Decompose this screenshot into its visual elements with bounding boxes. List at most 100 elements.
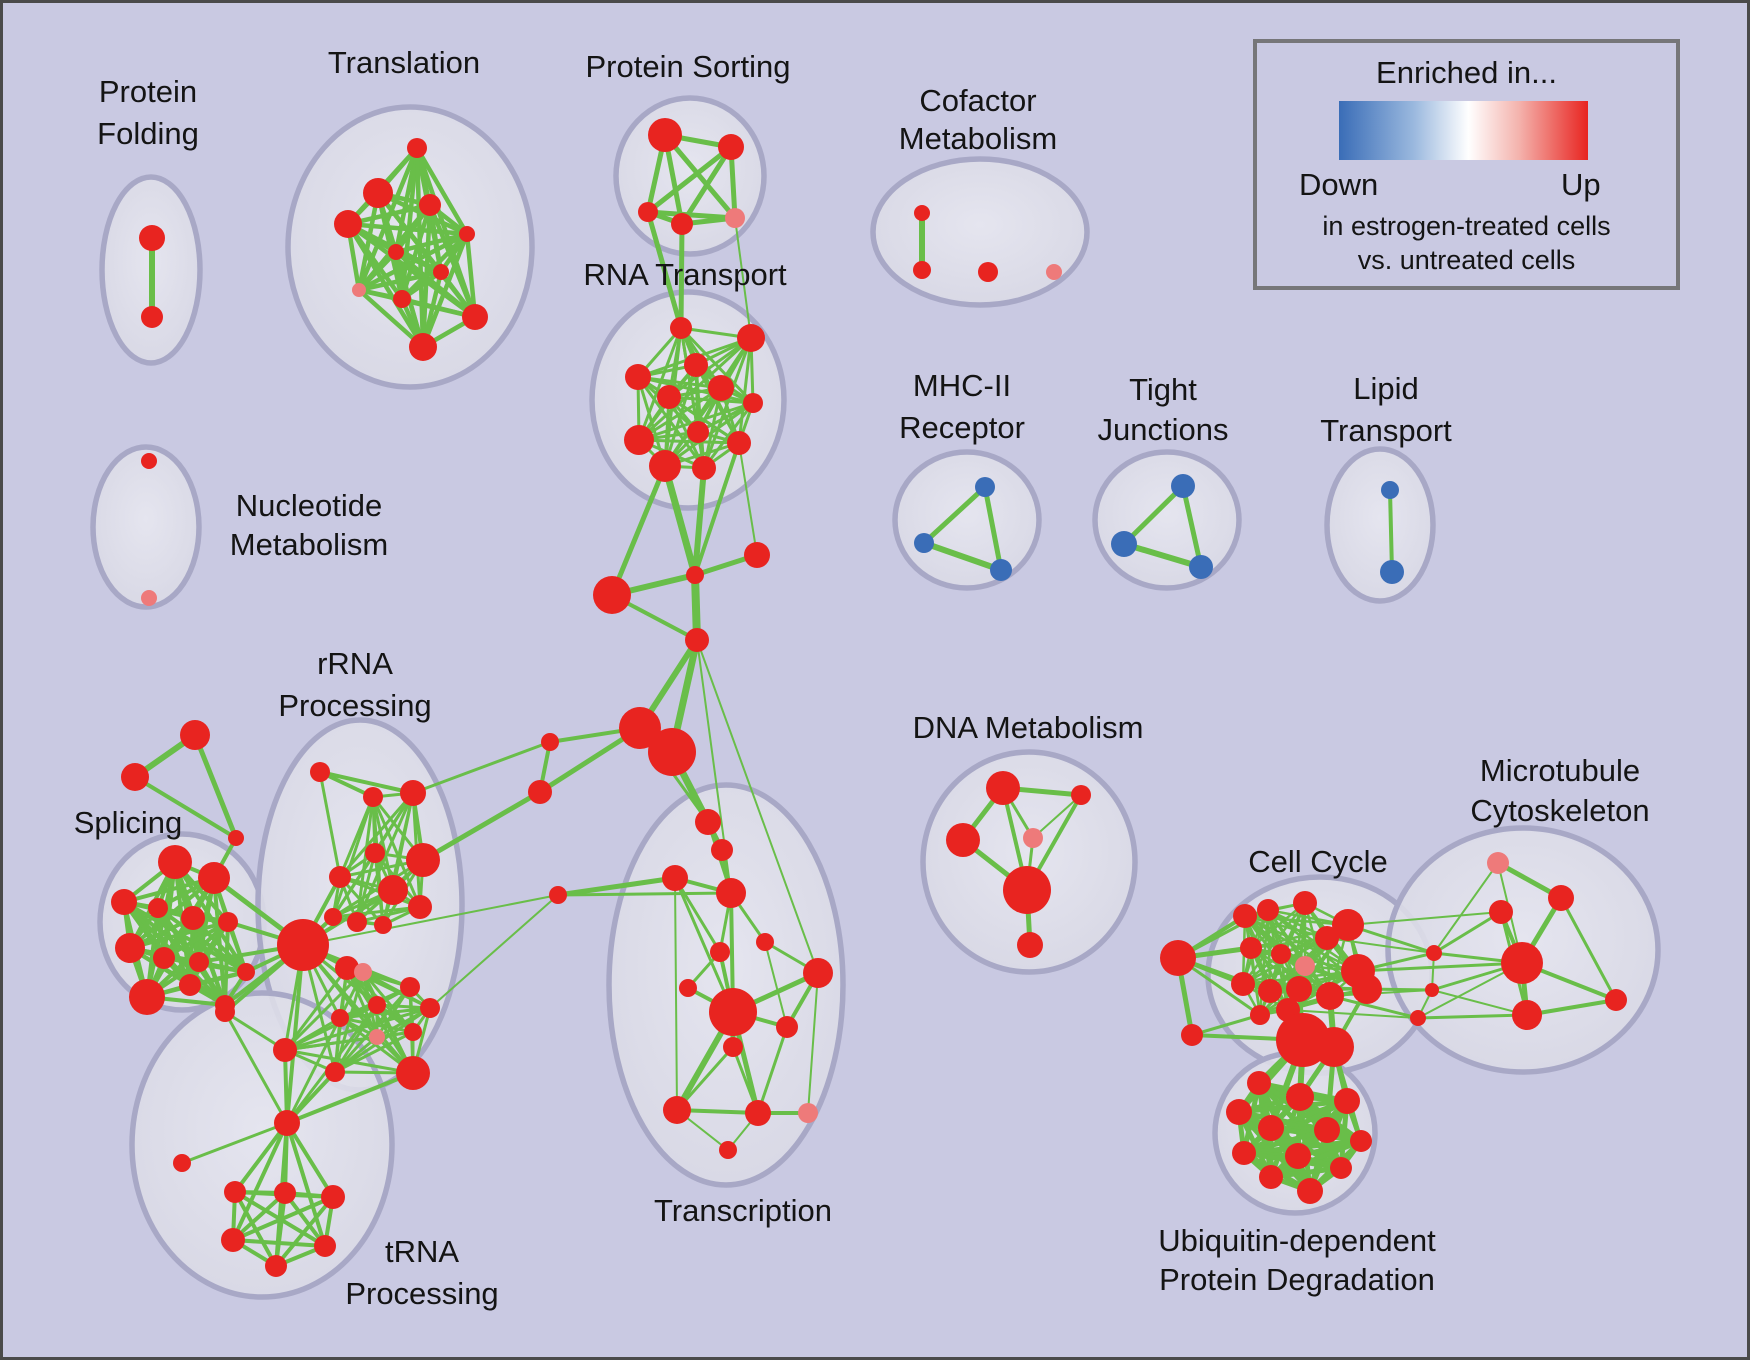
node-transcription-2[interactable] xyxy=(662,865,688,891)
node-protein-sorting-1[interactable] xyxy=(718,134,744,160)
node-cell-cycle-5[interactable] xyxy=(1332,909,1364,941)
node-translation-0[interactable] xyxy=(407,138,427,158)
node-cell-cycle-12[interactable] xyxy=(1231,972,1255,996)
node-cell-cycle-3[interactable] xyxy=(1257,899,1279,921)
node-rrna-processing-20[interactable] xyxy=(396,1056,430,1090)
node-rna-transport-4[interactable] xyxy=(708,375,734,401)
node-rna-transport-3[interactable] xyxy=(684,353,708,377)
node-rrna-processing-23[interactable] xyxy=(215,1002,235,1022)
node-translation-2[interactable] xyxy=(419,194,441,216)
node-rrna-processing-8[interactable] xyxy=(347,912,367,932)
node-splicing-2[interactable] xyxy=(111,889,137,915)
node-protein-folding-1[interactable] xyxy=(141,306,163,328)
node-hub-chain-8[interactable] xyxy=(549,886,567,904)
node-rrna-processing-7[interactable] xyxy=(408,895,432,919)
node-ubiquitin-degradation-4[interactable] xyxy=(1334,1088,1360,1114)
node-splicing-1[interactable] xyxy=(198,862,230,894)
node-splicing-8[interactable] xyxy=(189,952,209,972)
node-transcription-8[interactable] xyxy=(709,988,757,1036)
node-cc-mt-bridge-0[interactable] xyxy=(1426,945,1442,961)
node-translation-4[interactable] xyxy=(459,226,475,242)
node-cofactor-metabolism-2[interactable] xyxy=(978,262,998,282)
node-ubiquitin-degradation-13[interactable] xyxy=(1297,1178,1323,1204)
node-splicing-5[interactable] xyxy=(218,912,238,932)
node-microtubule-cytoskeleton-2[interactable] xyxy=(1489,900,1513,924)
node-rna-transport-7[interactable] xyxy=(687,421,709,443)
node-mhc-ii-receptor-1[interactable] xyxy=(914,533,934,553)
node-cofactor-metabolism-3[interactable] xyxy=(1046,264,1062,280)
node-rna-transport-10[interactable] xyxy=(649,450,681,482)
node-rna-transport-6[interactable] xyxy=(743,393,763,413)
node-nucleotide-metabolism-1[interactable] xyxy=(141,590,157,606)
node-trna-processing-0[interactable] xyxy=(274,1110,300,1136)
node-rrna-processing-21[interactable] xyxy=(369,1029,385,1045)
node-microtubule-cytoskeleton-4[interactable] xyxy=(1512,1000,1542,1030)
node-trna-processing-6[interactable] xyxy=(314,1235,336,1257)
node-rrna-processing-2[interactable] xyxy=(400,780,426,806)
node-microtubule-cytoskeleton-3[interactable] xyxy=(1501,942,1543,984)
node-translation-6[interactable] xyxy=(433,264,449,280)
node-translation-8[interactable] xyxy=(393,290,411,308)
node-cell-cycle-15[interactable] xyxy=(1316,982,1344,1010)
node-hub-chain-0[interactable] xyxy=(686,566,704,584)
node-trna-processing-5[interactable] xyxy=(221,1228,245,1252)
node-ubiquitin-degradation-8[interactable] xyxy=(1350,1130,1372,1152)
node-rrna-processing-0[interactable] xyxy=(310,762,330,782)
node-translation-7[interactable] xyxy=(352,283,366,297)
node-ubiquitin-degradation-12[interactable] xyxy=(1259,1165,1283,1189)
node-cell-cycle-1[interactable] xyxy=(1181,1024,1203,1046)
node-hub-chain-6[interactable] xyxy=(528,780,552,804)
node-ubiquitin-degradation-7[interactable] xyxy=(1314,1117,1340,1143)
node-rrna-processing-16[interactable] xyxy=(368,996,386,1014)
node-translation-10[interactable] xyxy=(409,333,437,361)
node-protein-folding-0[interactable] xyxy=(139,225,165,251)
node-cell-cycle-11[interactable] xyxy=(1352,974,1382,1004)
node-splicing-sat-2[interactable] xyxy=(228,830,244,846)
node-hub-chain-4[interactable] xyxy=(648,728,696,776)
node-cell-cycle-8[interactable] xyxy=(1271,944,1291,964)
node-rna-transport-11[interactable] xyxy=(692,456,716,480)
node-microtubule-cytoskeleton-1[interactable] xyxy=(1548,885,1574,911)
node-transcription-14[interactable] xyxy=(719,1141,737,1159)
node-rrna-processing-5[interactable] xyxy=(406,843,440,877)
node-mhc-ii-receptor-2[interactable] xyxy=(990,559,1012,581)
node-microtubule-cytoskeleton-5[interactable] xyxy=(1605,989,1627,1011)
node-dna-metabolism-5[interactable] xyxy=(1017,932,1043,958)
node-rrna-processing-6[interactable] xyxy=(378,875,408,905)
node-splicing-4[interactable] xyxy=(181,906,205,930)
node-rna-transport-2[interactable] xyxy=(625,364,651,390)
node-hub-chain-2[interactable] xyxy=(685,628,709,652)
node-rrna-processing-1[interactable] xyxy=(363,787,383,807)
node-dna-metabolism-2[interactable] xyxy=(1071,785,1091,805)
node-protein-sorting-0[interactable] xyxy=(648,118,682,152)
node-rna-transport-5[interactable] xyxy=(657,385,681,409)
node-cell-cycle-13[interactable] xyxy=(1258,979,1282,1003)
node-rrna-processing-10[interactable] xyxy=(374,916,392,934)
node-trna-processing-1[interactable] xyxy=(173,1154,191,1172)
node-dna-metabolism-0[interactable] xyxy=(986,771,1020,805)
node-tight-junctions-1[interactable] xyxy=(1111,531,1137,557)
node-ubiquitin-degradation-3[interactable] xyxy=(1286,1083,1314,1111)
node-rrna-processing-14[interactable] xyxy=(400,977,420,997)
node-ubiquitin-degradation-9[interactable] xyxy=(1232,1141,1256,1165)
node-transcription-4[interactable] xyxy=(756,933,774,951)
node-cc-mt-bridge-1[interactable] xyxy=(1425,983,1439,997)
node-transcription-10[interactable] xyxy=(723,1037,743,1057)
node-trna-processing-4[interactable] xyxy=(321,1185,345,1209)
node-hub-chain-5[interactable] xyxy=(541,733,559,751)
node-translation-1[interactable] xyxy=(363,178,393,208)
node-splicing-10[interactable] xyxy=(179,974,201,996)
node-transcription-6[interactable] xyxy=(679,979,697,997)
node-translation-9[interactable] xyxy=(462,304,488,330)
node-cell-cycle-6[interactable] xyxy=(1315,926,1339,950)
node-transcription-1[interactable] xyxy=(711,839,733,861)
node-nucleotide-metabolism-0[interactable] xyxy=(141,453,157,469)
node-splicing-sat-0[interactable] xyxy=(180,720,210,750)
node-rrna-processing-9[interactable] xyxy=(324,908,342,926)
node-rrna-processing-3[interactable] xyxy=(365,843,385,863)
node-protein-sorting-4[interactable] xyxy=(725,208,745,228)
node-splicing-9[interactable] xyxy=(129,979,165,1015)
node-transcription-0[interactable] xyxy=(695,809,721,835)
node-cc-mt-bridge-2[interactable] xyxy=(1410,1010,1426,1026)
node-cofactor-metabolism-0[interactable] xyxy=(914,205,930,221)
